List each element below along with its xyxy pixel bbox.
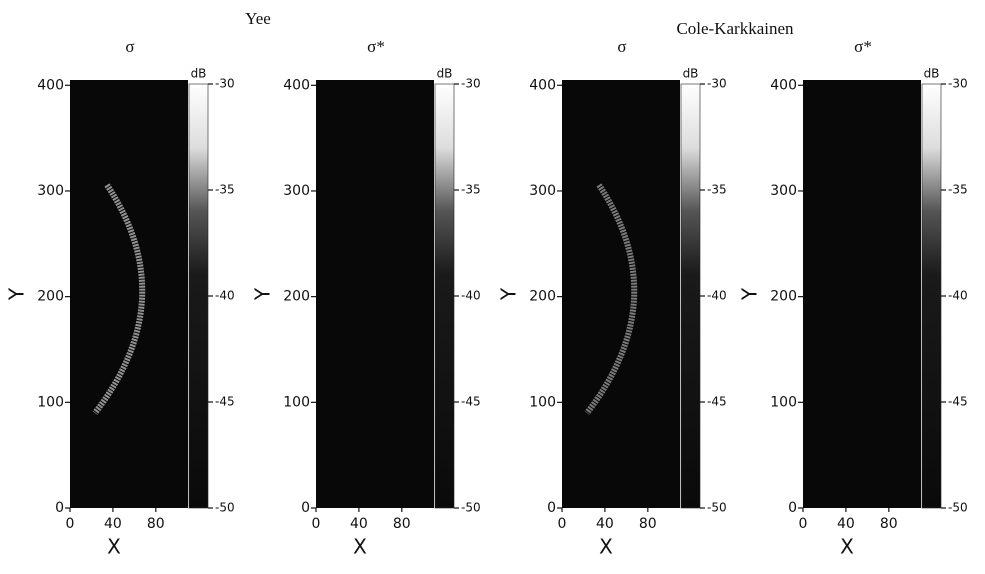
colorbar: [188, 83, 209, 509]
colorbar-tick-label: -30: [707, 77, 727, 91]
y-tick-label: 200: [770, 289, 797, 305]
x-tick-label: 0: [799, 516, 808, 532]
heatmap-image: [70, 80, 188, 508]
heatmap-image: [803, 80, 921, 508]
x-tick-label: 0: [558, 516, 567, 532]
y-tick-label: 0: [547, 500, 556, 516]
y-tick-label: 300: [529, 183, 556, 199]
y-tick-label: 300: [770, 183, 797, 199]
y-axis-label: Y: [251, 287, 275, 301]
y-tick-label: 0: [788, 500, 797, 516]
colorbar-tick-label: -50: [948, 501, 968, 515]
panel-title: σ: [125, 37, 134, 56]
x-axis-label: X: [840, 535, 854, 559]
colorbar-tick-label: -45: [948, 395, 968, 409]
colorbar: [921, 83, 942, 509]
panel-title: σ*: [367, 37, 385, 56]
y-axis-label: Y: [738, 287, 762, 301]
colorbar-tick-label: -50: [215, 501, 235, 515]
colorbar-tick-label: -30: [215, 77, 235, 91]
colorbar-tick-label: -40: [215, 289, 235, 303]
x-tick-label: 80: [393, 516, 411, 532]
colorbar-tick-label: -40: [948, 289, 968, 303]
arc-feature: [584, 183, 638, 415]
y-tick-label: 400: [37, 77, 64, 93]
y-axis-label: Y: [5, 287, 29, 301]
colorbar-label: dB: [683, 67, 699, 81]
x-tick-label: 80: [147, 516, 165, 532]
x-tick-label: 0: [312, 516, 321, 532]
y-tick-label: 0: [55, 500, 64, 516]
y-tick-label: 200: [283, 289, 310, 305]
colorbar-label: dB: [924, 67, 940, 81]
colorbar-tick-label: -35: [461, 183, 481, 197]
y-axis-label: Y: [497, 287, 521, 301]
arc-feature: [92, 183, 146, 415]
panel-title: σ: [617, 37, 626, 56]
x-tick-label: 40: [104, 516, 122, 532]
y-tick-label: 100: [529, 394, 556, 410]
y-tick-label: 100: [37, 394, 64, 410]
x-axis-label: X: [599, 535, 613, 559]
y-tick-label: 300: [37, 183, 64, 199]
colorbar-tick-label: -30: [461, 77, 481, 91]
colorbar-tick-label: -35: [215, 183, 235, 197]
colorbar-label: dB: [437, 67, 453, 81]
x-tick-label: 80: [880, 516, 898, 532]
y-tick-label: 400: [770, 77, 797, 93]
colorbar-tick-label: -30: [948, 77, 968, 91]
colorbar: [434, 83, 455, 509]
y-tick-label: 200: [37, 289, 64, 305]
y-tick-label: 200: [529, 289, 556, 305]
x-tick-label: 40: [596, 516, 614, 532]
y-tick-label: 100: [770, 394, 797, 410]
colorbar-tick-label: -40: [707, 289, 727, 303]
y-tick-label: 0: [301, 500, 310, 516]
heatmap-image: [562, 80, 680, 508]
y-tick-label: 100: [283, 394, 310, 410]
x-tick-label: 40: [350, 516, 368, 532]
colorbar-tick-label: -35: [948, 183, 968, 197]
colorbar-tick-label: -40: [461, 289, 481, 303]
x-tick-label: 0: [66, 516, 75, 532]
colorbar-tick-label: -45: [707, 395, 727, 409]
heatmap-image: [316, 80, 434, 508]
x-axis-label: X: [107, 535, 121, 559]
y-tick-label: 400: [283, 77, 310, 93]
colorbar-tick-label: -50: [707, 501, 727, 515]
x-tick-label: 40: [837, 516, 855, 532]
y-tick-label: 400: [529, 77, 556, 93]
colorbar-tick-label: -35: [707, 183, 727, 197]
panel-title: σ*: [854, 37, 872, 56]
y-tick-label: 300: [283, 183, 310, 199]
colorbar-label: dB: [191, 67, 207, 81]
colorbar: [680, 83, 701, 509]
x-tick-label: 80: [639, 516, 657, 532]
group-title: Yee: [245, 9, 271, 28]
x-axis-label: X: [353, 535, 367, 559]
group-title: Cole-Karkkainen: [676, 19, 794, 38]
colorbar-tick-label: -45: [461, 395, 481, 409]
colorbar-tick-label: -45: [215, 395, 235, 409]
colorbar-tick-label: -50: [461, 501, 481, 515]
